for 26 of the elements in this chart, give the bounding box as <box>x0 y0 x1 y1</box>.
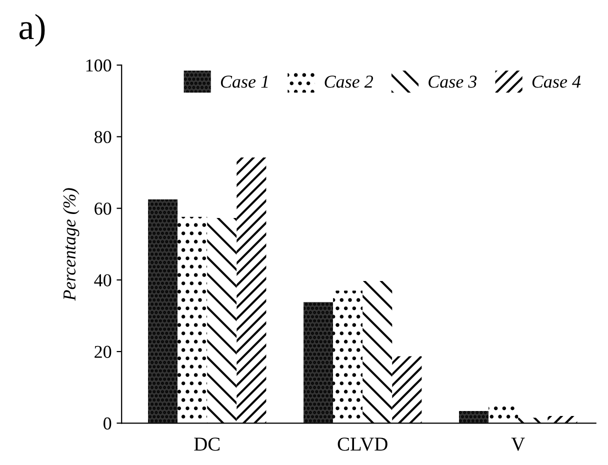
bar <box>488 405 518 424</box>
y-tick-label: 0 <box>104 417 112 430</box>
bar <box>148 199 178 424</box>
y-tick-label: 100 <box>86 59 112 72</box>
chart-title: a) <box>20 14 45 47</box>
x-tick-label: DC <box>194 438 220 451</box>
x-tick-label: CLVD <box>338 438 388 451</box>
x-tick-label: V <box>511 438 525 451</box>
bar <box>459 410 489 424</box>
bar <box>392 356 422 424</box>
y-tick-label: 40 <box>94 274 112 286</box>
y-tick-label: 60 <box>94 202 112 215</box>
y-axis-title: Percentage (%) <box>62 188 80 301</box>
bar <box>304 302 334 424</box>
bar <box>178 216 208 424</box>
bar <box>362 281 392 424</box>
legend-label: Case 1 <box>220 76 268 88</box>
bar <box>548 416 578 424</box>
legend-label: Case 2 <box>324 76 374 88</box>
bar <box>236 157 266 424</box>
legend-label: Case 3 <box>428 76 477 88</box>
legend-label: Case 4 <box>532 76 581 88</box>
bar <box>333 290 363 424</box>
bar <box>207 218 237 424</box>
y-tick-label: 80 <box>94 130 112 144</box>
y-tick-label: 20 <box>94 346 112 358</box>
